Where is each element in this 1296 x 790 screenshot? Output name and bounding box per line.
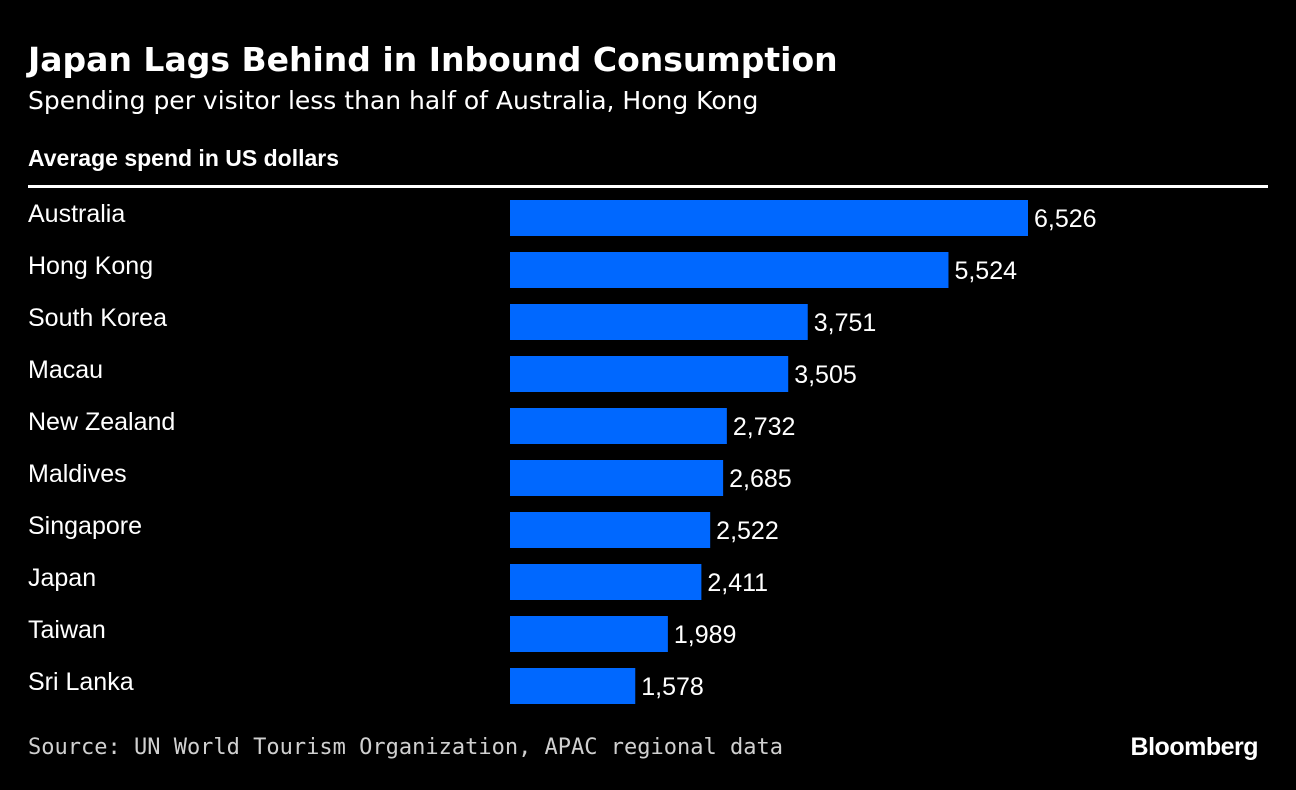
category-label: New Zealand xyxy=(28,408,175,436)
value-label: 3,751 xyxy=(814,309,877,337)
bar xyxy=(510,616,668,652)
header-rule xyxy=(28,185,1268,188)
category-label: Singapore xyxy=(28,512,142,540)
bar xyxy=(510,408,727,444)
category-label: Taiwan xyxy=(28,616,106,644)
bar xyxy=(510,460,724,496)
bar xyxy=(510,304,808,340)
bar xyxy=(510,564,702,600)
value-label: 2,732 xyxy=(733,413,796,441)
value-label: 2,522 xyxy=(716,517,779,545)
bar xyxy=(510,512,711,548)
category-label: Maldives xyxy=(28,460,127,488)
value-label: 5,524 xyxy=(954,257,1017,285)
value-label: 6,526 xyxy=(1034,205,1097,233)
value-label: 1,989 xyxy=(674,621,737,649)
value-label: 1,578 xyxy=(641,673,704,701)
category-label: Hong Kong xyxy=(28,252,153,280)
value-label: 2,411 xyxy=(707,569,768,597)
category-label: Macau xyxy=(28,356,103,384)
value-label: 2,685 xyxy=(729,465,792,493)
category-label: Australia xyxy=(28,200,125,228)
category-label: Japan xyxy=(28,564,96,592)
source-note: Source: UN World Tourism Organization, A… xyxy=(28,735,783,760)
axis-label: Average spend in US dollars xyxy=(28,145,340,171)
category-label: South Korea xyxy=(28,304,167,332)
bloomberg-logo: Bloomberg xyxy=(1130,733,1259,761)
bar xyxy=(510,200,1028,236)
chart-title: Japan Lags Behind in Inbound Consumption xyxy=(28,40,838,79)
bar xyxy=(510,668,636,704)
chart-subtitle: Spending per visitor less than half of A… xyxy=(28,86,759,115)
bar xyxy=(510,252,949,288)
bar xyxy=(510,356,789,392)
category-label: Sri Lanka xyxy=(28,668,134,696)
value-label: 3,505 xyxy=(794,361,857,389)
